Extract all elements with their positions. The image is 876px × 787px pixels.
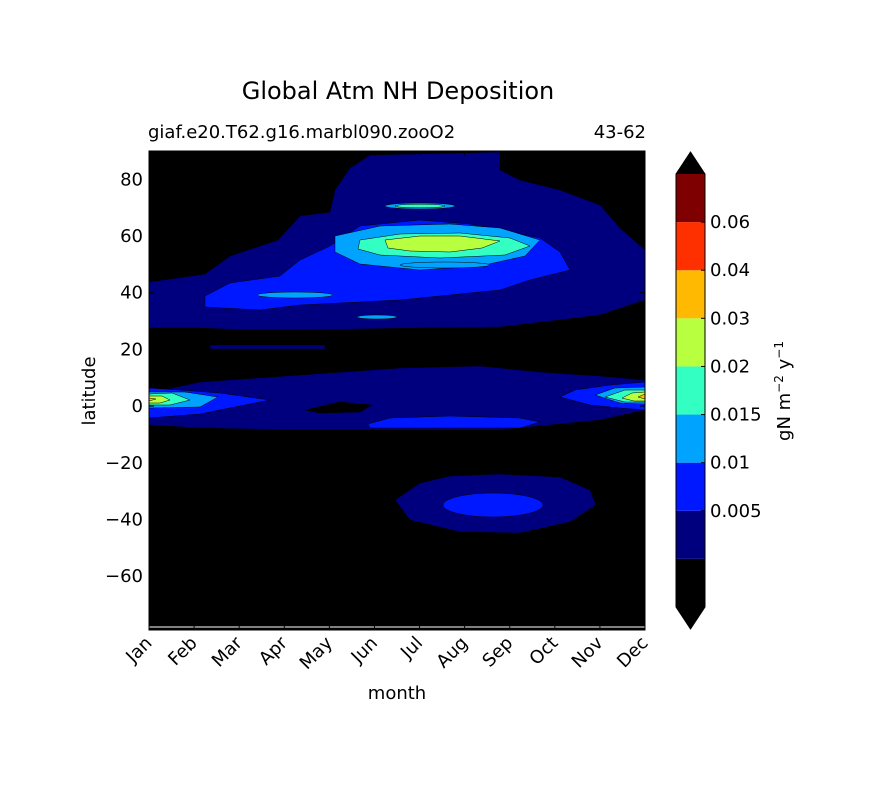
chart-subtitle-left: giaf.e20.T62.g16.marbl090.zooO2 — [148, 122, 455, 143]
x-tick-label: Feb — [164, 633, 201, 670]
y-tick-label: −40 — [105, 509, 143, 530]
y-tick-label: 20 — [120, 339, 143, 360]
colorbar-segment — [676, 462, 705, 511]
colorbar-segment — [676, 222, 705, 271]
contour-region-north-yg — [384, 235, 501, 253]
colorbar-tick-label: 0.03 — [710, 308, 750, 329]
x-tick-label: Dec — [613, 633, 652, 672]
contour-region-south-blue — [442, 492, 544, 518]
contour-region-20n — [209, 344, 326, 350]
colorbar-segment — [676, 366, 705, 415]
y-tick-label: −20 — [105, 453, 143, 474]
colorbar-outline — [675, 151, 706, 630]
y-axis: 80 60 40 20 0 −20 −40 −60 — [105, 169, 645, 587]
y-tick-label: 80 — [120, 169, 143, 190]
contour-region-equator — [149, 365, 645, 431]
y-axis-label: latitude — [79, 356, 100, 425]
x-tick-label: Mar — [208, 632, 247, 671]
y-tick-label: 60 — [120, 226, 143, 247]
contour-region-jan-yg — [149, 395, 171, 404]
x-tick-label: Jun — [347, 633, 382, 668]
colorbar-label-mid: y — [774, 358, 795, 375]
y-tick-label: −60 — [105, 566, 143, 587]
colorbar-extend-min — [676, 607, 705, 629]
colorbar-label-sup2: −1 — [772, 341, 786, 359]
chart-title: Global Atm NH Deposition — [242, 77, 555, 105]
colorbar-segment — [676, 318, 705, 367]
x-tick-label: Apr — [255, 632, 292, 669]
colorbar-tick-label: 0.06 — [710, 212, 750, 233]
x-tick-label: May — [296, 632, 337, 673]
colorbar-tick-label: 0.02 — [710, 356, 750, 377]
contour-region-jan-orange — [149, 397, 157, 402]
contour-band-40n — [256, 291, 334, 299]
colorbar-segment — [676, 270, 705, 319]
chart-subtitle-right: 43-62 — [594, 122, 646, 143]
contour-band-31n — [356, 314, 398, 320]
y-tick-label: 40 — [120, 283, 143, 304]
y-tick-label: 0 — [132, 396, 143, 417]
x-tick-label: Jul — [396, 633, 427, 664]
contour-gap-may — [304, 401, 373, 414]
colorbar-label-main: gN m — [774, 393, 795, 441]
colorbar-extend-max — [676, 152, 705, 174]
contour-region-dec-orange — [637, 393, 645, 400]
contour-band-70n-cyan — [394, 203, 446, 209]
contour-plot — [148, 150, 646, 631]
colorbar-tick-label: 0.01 — [710, 453, 750, 474]
colorbar-tick-label: 0.04 — [710, 260, 750, 281]
colorbar-tick-label: 0.015 — [710, 405, 762, 426]
contour-band-50n — [399, 261, 491, 269]
plot-frame — [148, 150, 646, 631]
x-tick-label: Sep — [478, 633, 517, 672]
colorbar: 0.005 0.01 0.015 0.02 0.03 0.04 0.06 — [675, 151, 762, 630]
colorbar-segment — [676, 174, 705, 223]
colorbar-segment — [676, 414, 705, 463]
colorbar-tick-label: 0.005 — [710, 501, 762, 522]
colorbar-segment — [676, 558, 705, 607]
colorbar-segment — [676, 510, 705, 559]
contour-region-dec-yg — [621, 391, 645, 402]
x-tick-label: Nov — [568, 632, 608, 672]
x-tick-label: Oct — [525, 633, 562, 670]
x-tick-label: Jan — [121, 633, 156, 668]
contour-region-equator-blue — [367, 415, 541, 429]
x-axis-label: month — [368, 683, 426, 704]
colorbar-label: gN m−2 y−1 — [772, 341, 795, 441]
x-tick-label: Aug — [432, 633, 472, 673]
colorbar-label-sup1: −2 — [772, 375, 786, 393]
